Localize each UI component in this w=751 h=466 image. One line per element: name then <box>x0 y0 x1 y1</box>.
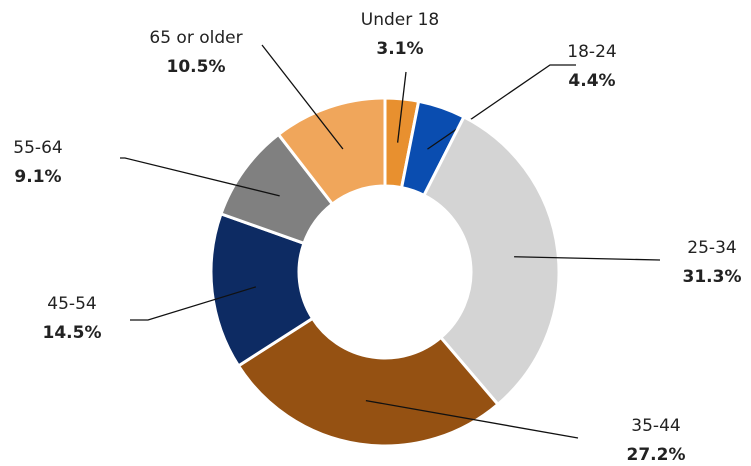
category-label: 35-44 <box>631 416 680 436</box>
slice <box>276 96 387 207</box>
slice <box>421 114 561 407</box>
value-label: 3.1% <box>376 39 423 59</box>
leader-line <box>514 256 661 261</box>
category-label: 18-24 <box>567 42 616 62</box>
category-label: 25-34 <box>687 238 736 258</box>
leader-line <box>365 399 579 439</box>
value-label: 4.4% <box>568 71 615 91</box>
value-label: 27.2% <box>627 445 686 465</box>
leader-line <box>261 44 344 150</box>
value-label: 9.1% <box>14 167 61 187</box>
category-label: Under 18 <box>361 10 440 30</box>
category-label: 45-54 <box>47 294 96 314</box>
value-label: 31.3% <box>683 267 742 287</box>
leader-line <box>396 71 407 143</box>
category-label: 65 or older <box>149 28 242 48</box>
slice <box>236 316 501 448</box>
value-label: 10.5% <box>167 57 226 77</box>
category-label: 55-64 <box>13 138 62 158</box>
value-label: 14.5% <box>43 323 102 343</box>
leader-line <box>120 157 280 197</box>
leader-line <box>130 286 257 321</box>
